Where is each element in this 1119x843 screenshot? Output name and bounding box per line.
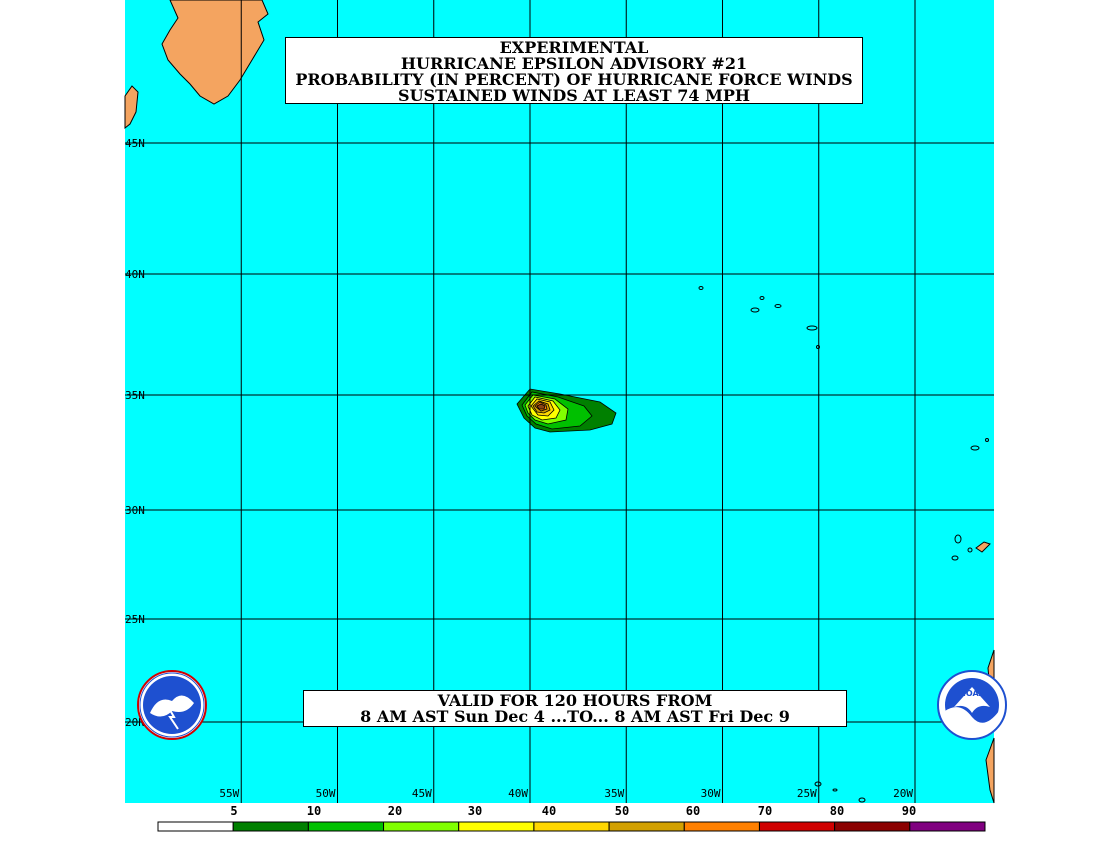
legend-label: 5	[230, 804, 237, 818]
lon-label: 20W	[893, 787, 913, 800]
legend-swatch	[909, 821, 986, 832]
legend-swatch	[383, 821, 460, 832]
legend-label: 90	[902, 804, 916, 818]
lon-label: 35W	[604, 787, 624, 800]
legend-swatch	[608, 821, 685, 832]
legend-labels: 5 10 20 30 40 50 60 70 80 90	[230, 804, 916, 818]
lon-label: 50W	[316, 787, 336, 800]
legend-swatch	[157, 821, 234, 832]
legend-swatch	[834, 821, 911, 832]
legend-swatch	[683, 821, 760, 832]
title-line-2: HURRICANE EPSILON ADVISORY #21	[400, 54, 748, 73]
longitude-labels: 55W 50W 45W 40W 35W 30W 25W 20W	[219, 787, 913, 800]
lon-label: 55W	[219, 787, 239, 800]
legend-color-bar	[157, 821, 986, 832]
canary-island	[975, 541, 991, 553]
legend-label: 80	[830, 804, 844, 818]
valid-period-box: VALID FOR 120 HOURS FROM 8 AM AST Sun De…	[303, 690, 847, 727]
contour-70	[536, 403, 546, 410]
probability-contours	[516, 388, 617, 433]
legend-label: 30	[468, 804, 482, 818]
valid-line-2: 8 AM AST Sun Dec 4 ...TO... 8 AM AST Fri…	[360, 707, 790, 726]
lon-label: 30W	[701, 787, 721, 800]
lat-label: 20N	[125, 716, 145, 729]
lat-label: 25N	[125, 613, 145, 626]
legend-label: 60	[686, 804, 700, 818]
lon-label: 25W	[797, 787, 817, 800]
africa-lower-land	[985, 737, 995, 804]
lat-label: 45N	[125, 137, 145, 150]
island-outlines	[698, 286, 989, 803]
legend-swatch	[458, 821, 535, 832]
legend-swatch	[758, 821, 836, 832]
legend-label: 10	[307, 804, 321, 818]
nova-scotia-land	[124, 85, 139, 130]
legend-swatch	[232, 821, 309, 832]
lat-lon-grid	[125, 0, 994, 803]
title-line-3: PROBABILITY (IN PERCENT) OF HURRICANE FO…	[295, 70, 853, 89]
title-line-4: SUSTAINED WINDS AT LEAST 74 MPH	[398, 86, 750, 105]
title-line-1: EXPERIMENTAL	[499, 38, 649, 57]
lat-label: 30N	[125, 504, 145, 517]
latitude-labels: 45N 40N 35N 30N 25N 20N	[125, 137, 145, 729]
noaa-logo-icon: NOAA	[937, 670, 1007, 740]
noaa-logo-text: NOAA	[959, 689, 985, 698]
legend-swatch	[307, 821, 385, 832]
legend-label: 70	[758, 804, 772, 818]
lat-label: 35N	[125, 389, 145, 402]
legend-swatch	[533, 821, 610, 832]
lon-label: 45W	[412, 787, 432, 800]
title-box: EXPERIMENTAL HURRICANE EPSILON ADVISORY …	[285, 37, 863, 104]
legend-label: 20	[388, 804, 402, 818]
valid-line-1: VALID FOR 120 HOURS FROM	[437, 691, 713, 710]
nws-logo-icon	[137, 670, 207, 740]
lon-label: 40W	[508, 787, 528, 800]
legend-label: 50	[615, 804, 629, 818]
lat-label: 40N	[125, 268, 145, 281]
legend-label: 40	[542, 804, 556, 818]
